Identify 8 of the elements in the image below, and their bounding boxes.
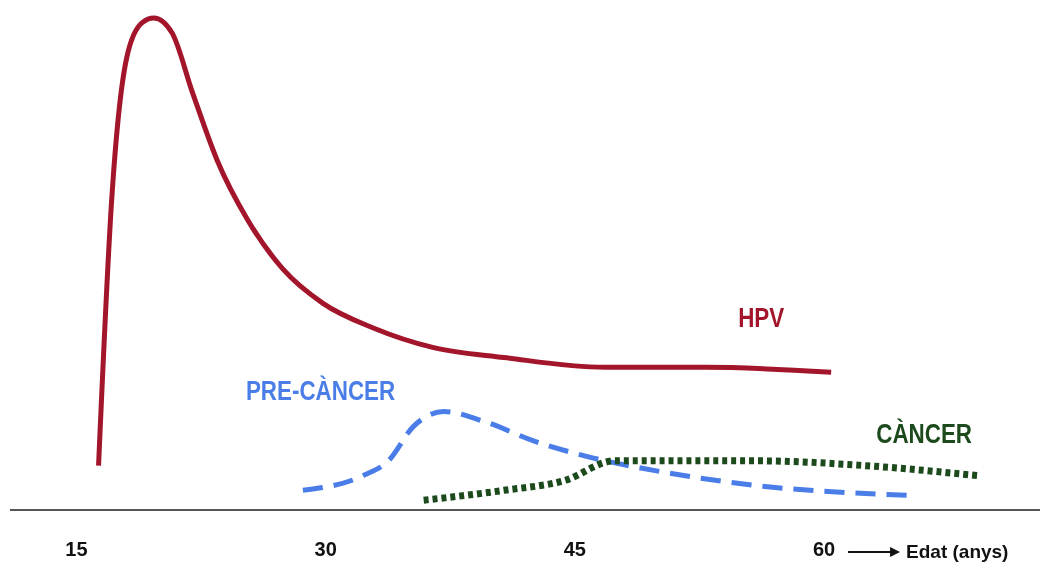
x-tick-label: 30 (314, 538, 337, 560)
series-label: PRE-CÀNCER (245, 374, 396, 406)
x-tick-label: 45 (563, 538, 586, 560)
x-tick-label: 60 (812, 538, 836, 560)
x-axis-title: Edat (anys) (906, 541, 1009, 562)
series-label: HPV (738, 301, 785, 333)
series-label: CÀNCER (876, 417, 973, 449)
x-tick-label: 15 (65, 538, 88, 560)
